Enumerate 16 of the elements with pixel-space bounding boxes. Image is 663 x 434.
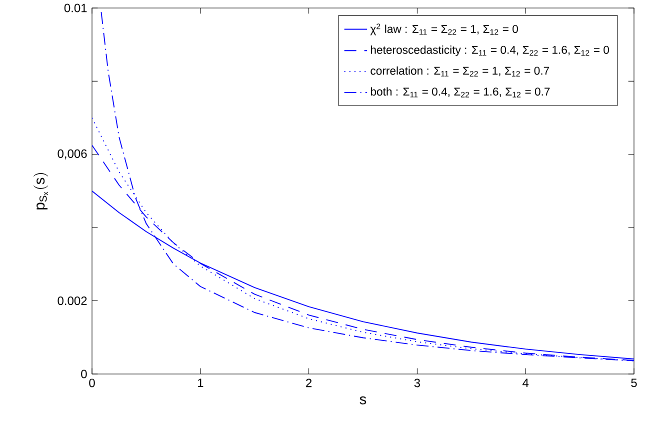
text: χ$^{2}$ law : Σ$_{11}$ = Σ$_{22}$ = 1, Σ$_{12}$ = 0 [370, 24, 518, 36]
x-tick-label: 4 [522, 378, 529, 387]
x-tick-label: 3 [414, 378, 420, 388]
legend-label: correlation : Σ$_{11}$ = Σ$_{22}$ = 1, Σ$_{12}$ = 0.7 [370, 66, 550, 77]
legend-label: both : Σ$_{11}$ = 0.4, Σ$_{22}$ = 1.6, Σ$_{12}$ = 0.7 [370, 87, 550, 98]
legend-label: heteroscedasticity : Σ$_{11}$ = 0.4, Σ$_{22}$ = 1.6, Σ$_{12}$ = 0 [371, 46, 610, 56]
y-tick-label: 0,006 [58, 149, 87, 160]
x-tick-label: 5 [631, 378, 637, 388]
x-tick-label: 2 [306, 378, 312, 388]
y-tick-label: 0.01 [64, 4, 87, 12]
x-tick-label: 1 [198, 378, 204, 387]
y-axis-title: $\mathrm{p}_{\mathrm{S}_{\mathrm{x}}}(\mathrm{s})$ [34, 173, 48, 210]
y-tick-label: 0 [81, 370, 87, 378]
y-tick-label: 0.002 [58, 296, 87, 306]
x-tick-label: 0 [89, 378, 95, 388]
x-axis-title: s [360, 396, 366, 404]
